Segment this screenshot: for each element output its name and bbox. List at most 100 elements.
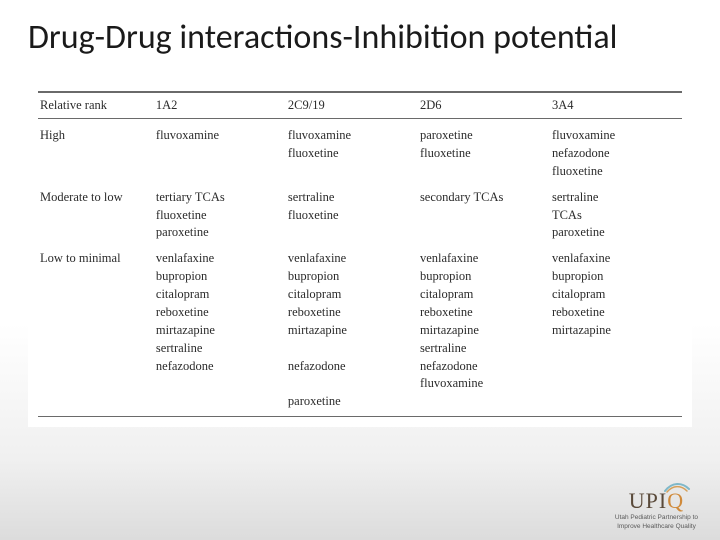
rank-group: Low to minimalvenlafaxinevenlafaxinevenl… [38, 242, 682, 416]
drug-cell [154, 163, 286, 181]
rank-group: Highfluvoxaminefluvoxamineparoxetinefluv… [38, 119, 682, 181]
logo: UPIQ Utah Pediatric Partnership to Impro… [615, 490, 698, 530]
rank-label [38, 286, 154, 304]
drug-cell: mirtazapine [286, 322, 418, 340]
rank-label: High [38, 119, 154, 145]
table-header: Relative rank 1A2 2C9/19 2D6 3A4 [38, 92, 682, 119]
drug-cell: venlafaxine [418, 242, 550, 268]
drug-cell: paroxetine [286, 393, 418, 416]
col-3a4: 3A4 [550, 92, 682, 119]
drug-cell: secondary TCAs [418, 181, 550, 207]
rank-label [38, 163, 154, 181]
drug-cell: reboxetine [418, 304, 550, 322]
drug-cell: sertraline [286, 181, 418, 207]
drug-cell [418, 224, 550, 242]
drug-cell: fluoxetine [286, 145, 418, 163]
col-1a2: 1A2 [154, 92, 286, 119]
drug-cell: citalopram [154, 286, 286, 304]
drug-cell: sertraline [550, 181, 682, 207]
table-row: Low to minimalvenlafaxinevenlafaxinevenl… [38, 242, 682, 268]
drug-cell: bupropion [418, 268, 550, 286]
drug-cell: paroxetine [550, 224, 682, 242]
drug-cell [154, 375, 286, 393]
drug-cell: reboxetine [550, 304, 682, 322]
logo-subtitle-1: Utah Pediatric Partnership to [615, 514, 698, 521]
drug-cell: mirtazapine [418, 322, 550, 340]
drug-cell: fluoxetine [154, 207, 286, 225]
table-row: paroxetine [38, 393, 682, 416]
drug-cell [550, 375, 682, 393]
drug-cell: fluvoxamine [418, 375, 550, 393]
drug-cell [286, 163, 418, 181]
drug-cell: fluvoxamine [550, 119, 682, 145]
rank-label [38, 224, 154, 242]
col-2c9-19: 2C9/19 [286, 92, 418, 119]
drug-cell: bupropion [286, 268, 418, 286]
rank-label: Moderate to low [38, 181, 154, 207]
drug-cell: sertraline [418, 340, 550, 358]
drug-cell [286, 375, 418, 393]
drug-cell: tertiary TCAs [154, 181, 286, 207]
drug-cell: mirtazapine [550, 322, 682, 340]
drug-cell: reboxetine [286, 304, 418, 322]
drug-cell: venlafaxine [154, 242, 286, 268]
table-row: fluoxetinefluoxetine TCAs [38, 207, 682, 225]
drug-cell [418, 163, 550, 181]
drug-cell: fluvoxamine [154, 119, 286, 145]
rank-label [38, 145, 154, 163]
table-row: sertraline sertraline [38, 340, 682, 358]
table-row: nefazodonenefazodonenefazodone [38, 358, 682, 376]
swoosh-icon [664, 480, 690, 494]
drug-cell [286, 224, 418, 242]
rank-label [38, 358, 154, 376]
rank-label [38, 322, 154, 340]
drug-cell [550, 393, 682, 416]
drug-cell: venlafaxine [550, 242, 682, 268]
table-row: reboxetinereboxetinereboxetinereboxetine [38, 304, 682, 322]
table-row: fluvoxamine [38, 375, 682, 393]
rank-label [38, 375, 154, 393]
table-row: mirtazapinemirtazapinemirtazapinemirtaza… [38, 322, 682, 340]
drug-cell: sertraline [154, 340, 286, 358]
drug-cell: fluoxetine [418, 145, 550, 163]
drug-cell: paroxetine [418, 119, 550, 145]
table-row: fluoxetinefluoxetinenefazodone [38, 145, 682, 163]
logo-text: UPIQ [615, 490, 698, 512]
drug-cell [154, 145, 286, 163]
logo-subtitle-2: Improve Healthcare Quality [615, 523, 698, 530]
table-row: Moderate to lowtertiary TCAssertralinese… [38, 181, 682, 207]
col-2d6: 2D6 [418, 92, 550, 119]
drug-cell: nefazodone [286, 358, 418, 376]
drug-cell: venlafaxine [286, 242, 418, 268]
col-rank: Relative rank [38, 92, 154, 119]
drug-cell: fluoxetine [286, 207, 418, 225]
drug-cell [550, 358, 682, 376]
slide: Drug-Drug interactions-Inhibition potent… [0, 0, 720, 540]
drug-cell: nefazodone [550, 145, 682, 163]
drug-cell: nefazodone [418, 358, 550, 376]
drug-cell: citalopram [418, 286, 550, 304]
drug-cell: fluoxetine [550, 163, 682, 181]
drug-cell [550, 340, 682, 358]
drug-cell: nefazodone [154, 358, 286, 376]
inhibition-table: Relative rank 1A2 2C9/19 2D6 3A4 Highflu… [38, 91, 682, 417]
table-row: citalopramcitalopramcitalopramcitalopram [38, 286, 682, 304]
drug-cell: bupropion [154, 268, 286, 286]
rank-label [38, 207, 154, 225]
drug-cell: bupropion [550, 268, 682, 286]
slide-title: Drug-Drug interactions-Inhibition potent… [28, 18, 692, 57]
drug-cell: citalopram [286, 286, 418, 304]
drug-cell: TCAs [550, 207, 682, 225]
drug-cell [286, 340, 418, 358]
rank-label [38, 304, 154, 322]
drug-cell: reboxetine [154, 304, 286, 322]
table-row: bupropionbupropionbupropionbupropion [38, 268, 682, 286]
drug-cell: paroxetine [154, 224, 286, 242]
rank-label [38, 268, 154, 286]
table-row: fluoxetine [38, 163, 682, 181]
table-row: Highfluvoxaminefluvoxamineparoxetinefluv… [38, 119, 682, 145]
table-row: paroxetine paroxetine [38, 224, 682, 242]
drug-cell: citalopram [550, 286, 682, 304]
rank-label [38, 340, 154, 358]
rank-label: Low to minimal [38, 242, 154, 268]
